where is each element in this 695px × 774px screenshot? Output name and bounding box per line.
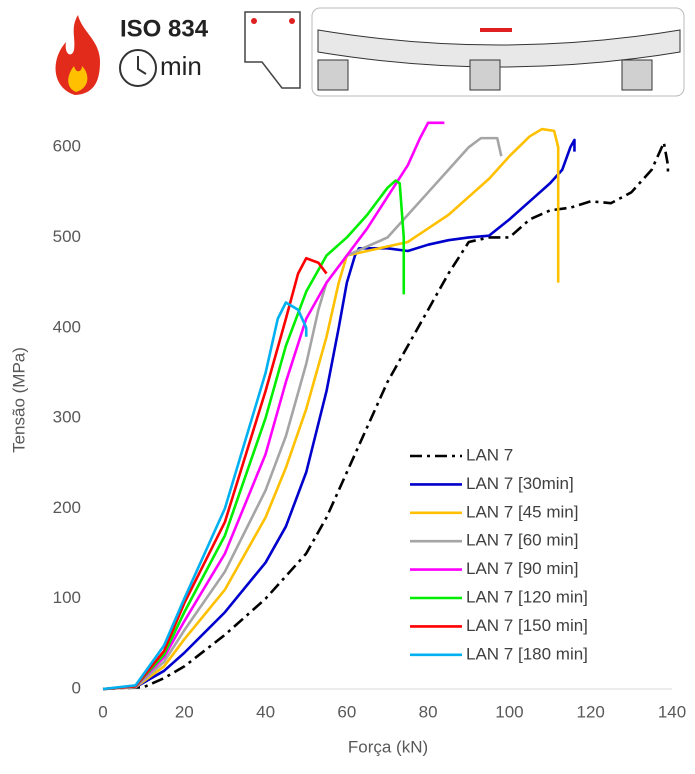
x-tick-label: 80 bbox=[419, 702, 438, 721]
data-line bbox=[102, 179, 406, 691]
y-axis-label: Tensão (MPa) bbox=[9, 347, 28, 453]
support bbox=[469, 59, 501, 91]
header-standard: ISO 834 bbox=[120, 15, 209, 42]
beam-deformed bbox=[317, 29, 681, 68]
flame-inner bbox=[68, 66, 88, 92]
data-line bbox=[102, 138, 576, 691]
legend-label: LAN 7 [180 min] bbox=[466, 644, 588, 663]
data-line bbox=[102, 121, 445, 691]
legend-label: LAN 7 [30min] bbox=[466, 474, 574, 493]
x-tick-label: 40 bbox=[256, 702, 275, 721]
section-icon bbox=[244, 11, 301, 89]
x-tick-label: 60 bbox=[337, 702, 356, 721]
x-tick-label: 20 bbox=[175, 702, 194, 721]
support bbox=[317, 59, 349, 91]
x-tick-label: 100 bbox=[495, 702, 523, 721]
x-axis-label: Força (kN) bbox=[348, 737, 428, 756]
support bbox=[621, 59, 653, 91]
data-line bbox=[102, 301, 308, 691]
data-line bbox=[102, 256, 328, 691]
legend-label: LAN 7 [90 min] bbox=[466, 559, 578, 578]
y-tick-label: 200 bbox=[53, 498, 81, 517]
rebar-dot bbox=[289, 18, 295, 24]
header-icons: ISO 834 min bbox=[55, 7, 685, 97]
data-line bbox=[102, 141, 670, 691]
clock-icon bbox=[119, 49, 157, 87]
legend-label: LAN 7 [150 min] bbox=[466, 616, 588, 635]
legend-label: LAN 7 [120 min] bbox=[466, 587, 588, 606]
legend-label: LAN 7 bbox=[466, 445, 513, 464]
y-tick-label: 600 bbox=[53, 137, 81, 156]
rebar-dot bbox=[251, 18, 257, 24]
y-tick-label: 0 bbox=[72, 678, 81, 697]
beam-frame bbox=[311, 7, 685, 97]
data-line bbox=[102, 127, 560, 691]
header-unit: min bbox=[160, 51, 202, 81]
y-tick-label: 400 bbox=[53, 317, 81, 336]
flame-icon bbox=[55, 15, 100, 95]
y-tick-label: 100 bbox=[53, 588, 81, 607]
x-tick-label: 140 bbox=[658, 702, 686, 721]
x-tick-label: 120 bbox=[577, 702, 605, 721]
clock-hands bbox=[137, 56, 147, 75]
y-tick-label: 300 bbox=[53, 408, 81, 427]
legend-label: LAN 7 [60 min] bbox=[466, 531, 578, 550]
legend-label: LAN 7 [45 min] bbox=[466, 502, 578, 521]
x-tick-label: 0 bbox=[98, 702, 107, 721]
y-tick-label: 500 bbox=[53, 227, 81, 246]
